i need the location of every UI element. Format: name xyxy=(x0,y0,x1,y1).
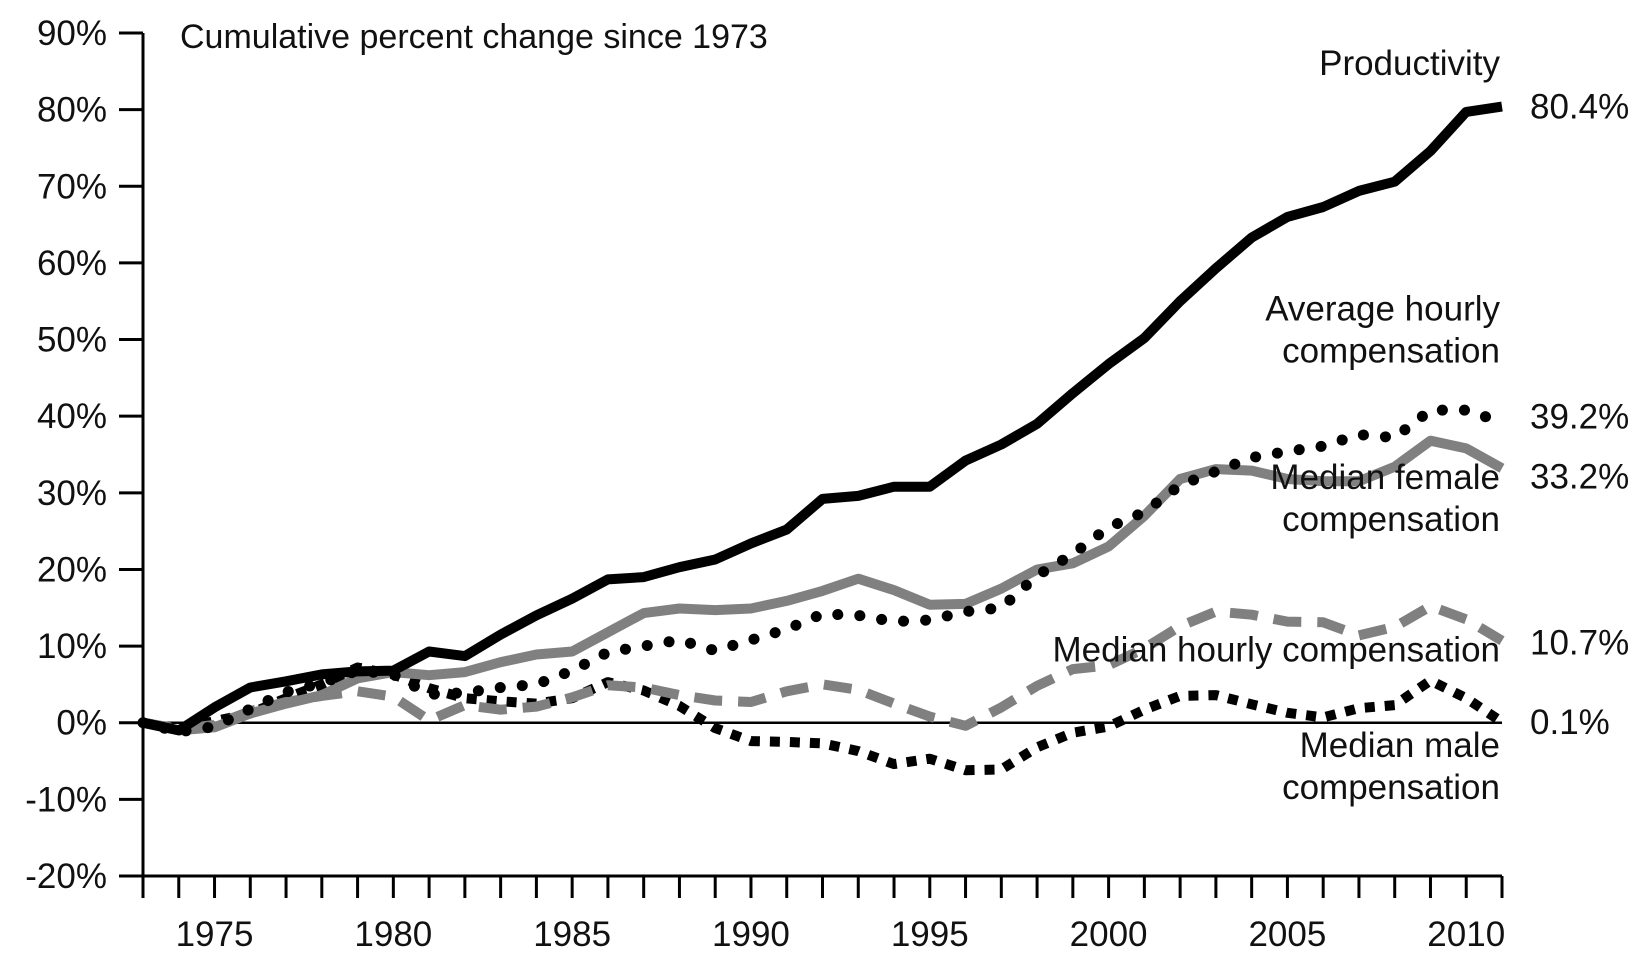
chart-title: Cumulative percent change since 1973 xyxy=(180,18,768,56)
x-tick-label: 2000 xyxy=(1070,915,1148,954)
series-end-value: 80.4% xyxy=(1530,88,1629,127)
x-tick-label: 1980 xyxy=(354,915,432,954)
series-label: Median female xyxy=(1270,458,1500,497)
x-tick-label: 1985 xyxy=(533,915,611,954)
series-end-value: 33.2% xyxy=(1530,457,1629,496)
series-label: compensation xyxy=(1282,331,1500,370)
series-end-value: 10.7% xyxy=(1530,624,1629,663)
y-tick-label: 20% xyxy=(37,550,107,589)
series-line-productivity xyxy=(141,101,1503,736)
axes: 90% 80% 70% 60% 50% 40% 30% 20% 10% 0% -10% -20% 19… xyxy=(25,14,1505,954)
series-label: compensation xyxy=(1282,768,1500,807)
series-end-value: 39.2% xyxy=(1530,397,1629,436)
series-label: Median hourly compensation xyxy=(1053,630,1500,669)
y-tick-label: 10% xyxy=(37,627,107,666)
x-ticks: 1975 1980 1985 1990 1995 2000 2005 2010 xyxy=(141,876,1505,954)
y-tick-label: 80% xyxy=(37,91,107,130)
x-tick-label: 2010 xyxy=(1427,915,1505,954)
series-line-median-hourly-compensation xyxy=(142,601,1505,734)
series-group xyxy=(137,101,1508,776)
y-tick-label: 50% xyxy=(37,321,107,360)
y-tick-label: 60% xyxy=(37,244,107,283)
y-tick-label: 30% xyxy=(37,474,107,513)
y-tick-label: 70% xyxy=(37,167,107,206)
y-tick-label: 40% xyxy=(37,397,107,436)
series-label: Median male xyxy=(1300,726,1500,765)
x-tick-label: 1990 xyxy=(712,915,790,954)
y-tick-label: 0% xyxy=(56,704,107,743)
x-tick-label: 1995 xyxy=(891,915,969,954)
series-label: compensation xyxy=(1282,500,1500,539)
series-label: Average hourly xyxy=(1265,289,1500,328)
series-line-median-male-compensation xyxy=(142,662,1505,776)
y-tick-label: -10% xyxy=(25,780,107,819)
y-ticks: 90% 80% 70% 60% 50% 40% 30% 20% 10% 0% -10% -20% xyxy=(25,14,143,896)
series-line-median-female-compensation xyxy=(141,435,1505,736)
x-tick-label: 1975 xyxy=(176,915,254,954)
y-tick-label: 90% xyxy=(37,14,107,53)
y-tick-label: -20% xyxy=(25,857,107,896)
series-end-value: 0.1% xyxy=(1530,703,1610,742)
series-label: Productivity xyxy=(1319,44,1500,83)
x-tick-label: 2005 xyxy=(1248,915,1326,954)
